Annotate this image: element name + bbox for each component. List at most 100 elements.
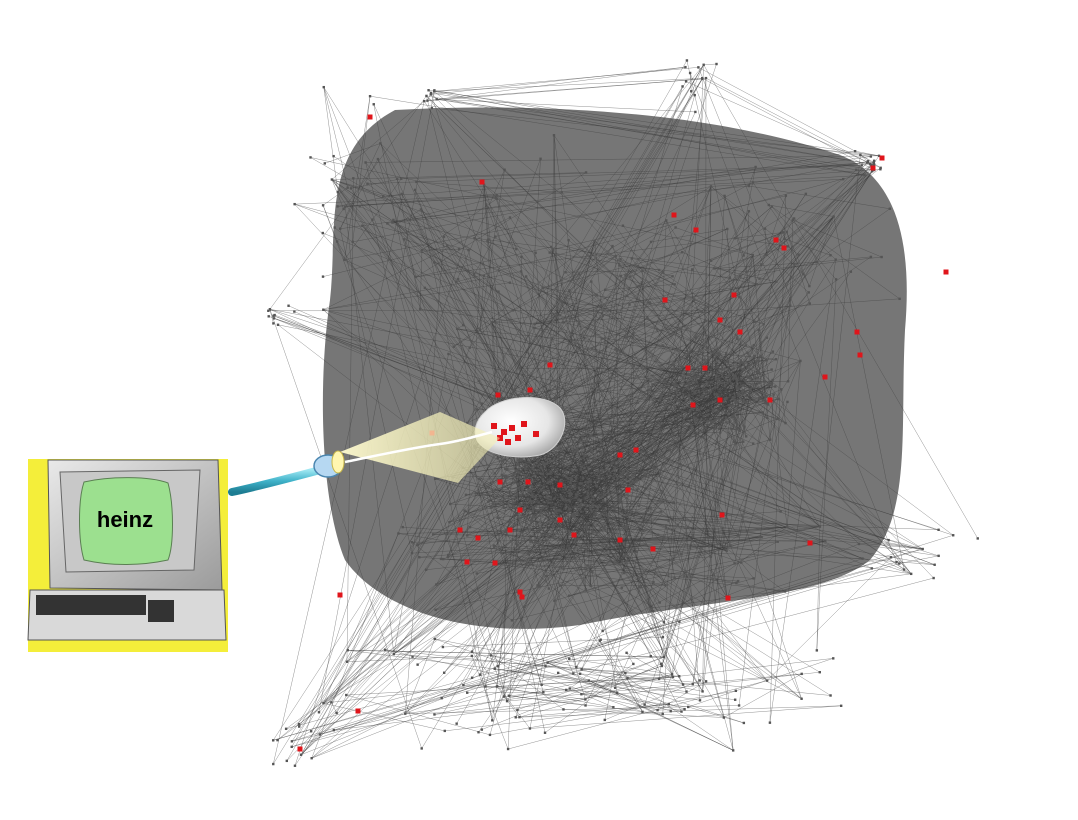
network-node <box>636 264 640 268</box>
network-node <box>514 542 518 545</box>
network-node <box>715 62 718 66</box>
network-edge <box>688 64 704 375</box>
network-node <box>783 590 787 593</box>
network-node <box>734 398 737 402</box>
network-edge <box>809 216 834 287</box>
network-node <box>770 381 773 385</box>
network-node <box>449 502 452 506</box>
network-node <box>758 381 761 385</box>
network-edge <box>424 78 703 102</box>
network-edge <box>496 472 520 687</box>
network-node <box>684 80 688 83</box>
network-edge <box>741 562 754 579</box>
network-node <box>675 384 678 387</box>
network-node <box>869 255 873 259</box>
network-node <box>548 251 551 254</box>
network-node <box>528 557 531 560</box>
network-edge <box>689 171 873 411</box>
network-node <box>709 185 713 188</box>
network-edge <box>346 694 491 736</box>
network-node <box>477 379 480 383</box>
network-edge <box>625 171 873 555</box>
network-node <box>676 523 680 526</box>
network-edge <box>597 493 654 612</box>
network-node <box>564 487 568 491</box>
network-edge <box>703 63 717 66</box>
network-node <box>533 514 536 517</box>
network-node <box>735 387 739 391</box>
network-edge <box>661 373 760 667</box>
network-node <box>815 649 819 652</box>
network-node <box>323 162 326 165</box>
network-node <box>829 694 832 697</box>
network-node <box>580 465 584 469</box>
network-node <box>808 302 811 305</box>
network-node <box>554 509 558 513</box>
network-edge <box>768 204 834 217</box>
network-node <box>686 705 690 709</box>
network-edge <box>405 236 445 714</box>
network-node <box>872 163 876 166</box>
network-edge <box>323 547 582 704</box>
network-node <box>648 301 652 304</box>
network-node <box>766 383 769 387</box>
network-node <box>951 534 955 537</box>
network-node <box>743 425 746 428</box>
network-node <box>543 731 547 734</box>
network-node <box>721 367 724 371</box>
network-node <box>547 501 550 504</box>
network-edge <box>552 195 786 250</box>
highlighted-node <box>297 746 303 752</box>
network-node <box>681 251 684 254</box>
screen-label: heinz <box>97 507 153 532</box>
network-edge <box>585 663 634 700</box>
network-node <box>690 90 693 93</box>
network-edge <box>294 484 485 766</box>
network-edge <box>323 702 445 732</box>
network-edge <box>692 232 783 685</box>
network-node <box>610 462 613 466</box>
network-node <box>683 707 686 711</box>
network-node <box>568 657 571 661</box>
network-node <box>599 638 602 641</box>
network-edge <box>469 526 737 584</box>
network-node <box>741 368 744 372</box>
network-edge <box>352 150 856 243</box>
network-node <box>615 561 618 564</box>
network-node <box>559 299 562 303</box>
network-edge <box>724 195 744 256</box>
network-node <box>379 142 382 145</box>
network-edge <box>291 577 934 748</box>
network-edge <box>473 274 648 399</box>
network-node <box>413 188 417 192</box>
network-node <box>760 535 763 539</box>
network-node <box>559 480 563 484</box>
network-node <box>702 415 705 418</box>
network-node <box>869 155 873 158</box>
network-node <box>489 654 493 657</box>
network-node <box>626 512 630 515</box>
network-node <box>629 426 632 430</box>
network-node <box>514 549 517 553</box>
network-node <box>531 495 534 499</box>
network-edge <box>527 310 719 555</box>
network-node <box>519 270 523 273</box>
network-node <box>547 587 551 590</box>
network-node <box>637 504 641 508</box>
network-node <box>909 572 913 576</box>
network-node <box>570 492 573 496</box>
network-node <box>574 538 577 541</box>
network-node <box>614 254 617 258</box>
network-node <box>670 673 674 676</box>
network-node <box>371 218 374 221</box>
network-edge <box>582 478 731 546</box>
network-edge <box>392 185 749 223</box>
network-edge <box>735 658 834 692</box>
network-edge <box>674 577 786 592</box>
network-node <box>711 420 715 423</box>
network-node <box>731 416 734 419</box>
network-node <box>733 237 736 240</box>
network-node <box>706 395 710 398</box>
network-edge <box>475 492 489 502</box>
network-node <box>523 463 527 466</box>
